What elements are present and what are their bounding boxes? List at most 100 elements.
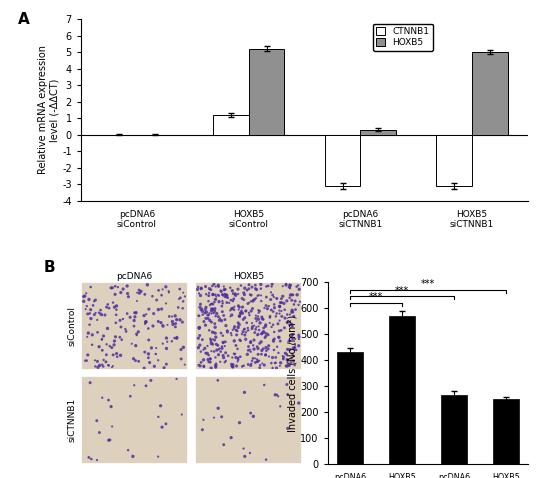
Point	[288, 335, 297, 343]
Point	[204, 358, 213, 366]
Point	[227, 331, 236, 339]
Point	[279, 354, 288, 361]
Point	[220, 286, 229, 293]
Point	[154, 413, 163, 421]
Point	[261, 323, 270, 330]
Point	[288, 350, 296, 358]
Point	[231, 350, 239, 358]
Point	[89, 302, 98, 309]
Point	[238, 363, 246, 370]
Point	[233, 345, 242, 353]
Point	[157, 292, 166, 299]
Point	[158, 285, 167, 293]
Point	[239, 289, 248, 297]
Point	[244, 360, 252, 368]
Point	[123, 282, 132, 290]
Point	[98, 336, 106, 344]
Point	[197, 358, 205, 366]
Point	[288, 306, 296, 314]
Point	[144, 305, 153, 313]
Point	[112, 306, 121, 314]
Point	[267, 359, 275, 367]
Point	[181, 361, 189, 369]
Point	[262, 344, 271, 351]
Point	[226, 306, 234, 314]
Point	[134, 328, 143, 336]
Point	[267, 306, 275, 314]
Point	[289, 291, 298, 299]
Point	[177, 355, 185, 363]
Point	[219, 312, 228, 319]
Point	[287, 354, 296, 362]
Point	[130, 322, 139, 330]
Point	[211, 305, 219, 313]
Point	[271, 359, 280, 367]
Point	[93, 358, 102, 365]
Point	[290, 346, 299, 353]
Point	[244, 326, 253, 334]
Point	[209, 309, 218, 317]
Point	[199, 356, 208, 364]
Point	[280, 324, 289, 332]
Point	[219, 339, 227, 347]
Point	[261, 334, 270, 341]
Point	[205, 311, 213, 319]
Point	[235, 419, 244, 426]
Point	[284, 391, 292, 398]
Point	[239, 362, 248, 369]
Point	[211, 354, 220, 361]
Point	[249, 413, 258, 420]
Point	[279, 293, 287, 300]
Point	[194, 334, 203, 342]
Point	[231, 290, 239, 298]
Point	[270, 335, 279, 343]
Point	[294, 331, 303, 339]
Point	[204, 292, 213, 299]
Point	[248, 283, 257, 291]
Point	[107, 403, 115, 411]
Point	[240, 331, 249, 339]
Point	[277, 299, 286, 306]
Point	[264, 342, 273, 349]
Point	[209, 305, 217, 313]
Point	[275, 362, 284, 369]
Point	[274, 320, 282, 327]
Point	[263, 305, 272, 313]
Point	[208, 318, 216, 326]
Point	[175, 285, 184, 293]
Point	[142, 382, 150, 390]
Point	[93, 456, 101, 464]
Point	[126, 314, 134, 321]
Point	[133, 297, 141, 305]
Y-axis label: Invaded cells (No./mm²): Invaded cells (No./mm²)	[287, 315, 298, 432]
Point	[207, 364, 216, 372]
Point	[126, 392, 135, 400]
Point	[246, 338, 255, 346]
Point	[221, 291, 230, 298]
Point	[232, 362, 241, 370]
Point	[240, 389, 248, 396]
Point	[172, 316, 181, 324]
Point	[99, 356, 108, 364]
Point	[109, 351, 118, 358]
Point	[245, 281, 253, 289]
Point	[227, 329, 236, 337]
Point	[141, 320, 149, 327]
Point	[108, 363, 116, 371]
Point	[153, 296, 161, 304]
Point	[86, 306, 95, 314]
Point	[257, 281, 265, 288]
Point	[218, 291, 226, 298]
Point	[272, 354, 280, 361]
Point	[98, 335, 106, 343]
Point	[234, 302, 243, 310]
Point	[282, 297, 291, 304]
Point	[275, 307, 284, 315]
Point	[132, 309, 141, 316]
Point	[172, 334, 181, 341]
Point	[87, 455, 95, 463]
Point	[232, 326, 240, 334]
Point	[238, 303, 247, 311]
Point	[265, 302, 273, 310]
Point	[285, 346, 294, 353]
